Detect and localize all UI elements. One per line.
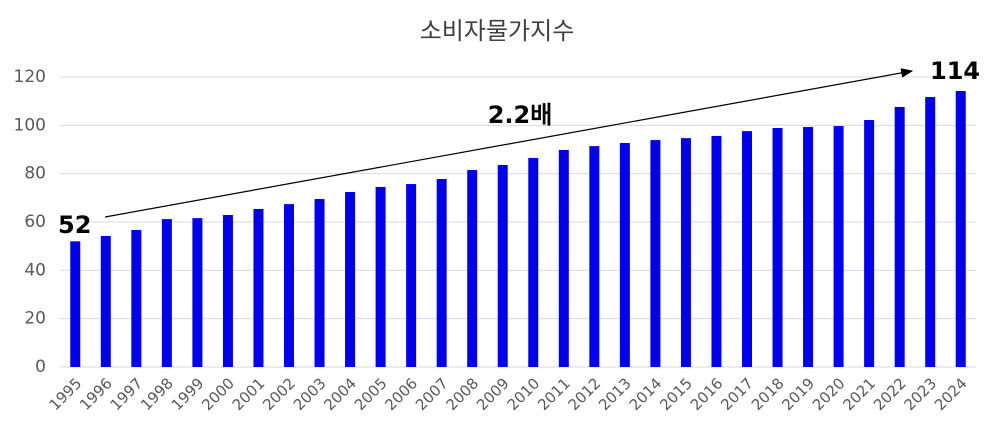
bar <box>161 219 172 367</box>
bar <box>345 192 356 367</box>
x-tick-label: 2022 <box>870 374 910 414</box>
bar <box>955 91 966 368</box>
y-tick-label: 60 <box>24 212 46 232</box>
annotation: 114 <box>930 57 980 85</box>
x-tick-label: 2005 <box>351 374 391 414</box>
annotation: 2.2배 <box>488 101 553 129</box>
x-tick-label: 2003 <box>290 374 330 414</box>
x-tick-label: 2023 <box>900 374 940 414</box>
x-tick-label: 2018 <box>748 374 788 414</box>
x-tick-label: 2010 <box>504 374 544 414</box>
x-tick-label: 2021 <box>839 374 879 414</box>
x-tick-label: 2011 <box>534 374 574 414</box>
bar <box>589 146 600 367</box>
bar <box>772 127 783 367</box>
x-tick-label: 2013 <box>595 374 635 414</box>
x-tick-label: 2020 <box>809 374 849 414</box>
x-tick-label: 2008 <box>442 374 482 414</box>
y-tick-label: 0 <box>35 357 46 377</box>
bar <box>742 131 752 367</box>
y-tick-label: 80 <box>24 164 46 184</box>
bar <box>131 229 142 367</box>
y-tick-label: 120 <box>14 67 46 87</box>
y-tick-label: 20 <box>24 309 46 329</box>
x-tick-label: 2000 <box>198 374 238 414</box>
x-tick-label: 2017 <box>717 374 757 414</box>
bar <box>314 199 325 367</box>
bar <box>467 170 478 367</box>
x-tick-label: 2006 <box>381 374 421 414</box>
x-tick-label: 2012 <box>565 374 605 414</box>
trend-arrow <box>104 68 914 218</box>
x-tick-label: 1999 <box>168 374 208 414</box>
bar <box>70 241 81 367</box>
x-tick-label: 2009 <box>473 374 513 414</box>
bar <box>803 127 814 368</box>
bar <box>833 126 844 367</box>
bar <box>436 178 447 367</box>
bar <box>864 120 875 368</box>
x-tick-label: 1996 <box>76 374 116 414</box>
x-tick-label: 1995 <box>46 374 86 414</box>
bar <box>528 157 539 367</box>
x-tick-label: 1998 <box>137 374 177 414</box>
x-tick-label: 2019 <box>778 374 818 414</box>
chart-title: 소비자물가지수 <box>420 17 575 45</box>
bar <box>192 218 203 367</box>
bar <box>375 186 386 367</box>
x-tick-label: 1997 <box>107 374 147 414</box>
bar <box>100 236 111 367</box>
bar <box>253 208 264 367</box>
y-tick-label: 100 <box>14 115 46 135</box>
x-tick-label: 2015 <box>656 374 696 414</box>
y-tick-label: 40 <box>24 260 46 280</box>
bar <box>711 135 722 367</box>
bar <box>894 106 905 367</box>
x-tick-label: 2001 <box>229 374 269 414</box>
bar <box>650 140 661 367</box>
x-tick-label: 2014 <box>626 374 666 414</box>
bar <box>558 149 569 367</box>
bar <box>680 138 691 367</box>
bar <box>222 214 233 367</box>
bar <box>925 97 936 367</box>
bar <box>619 142 630 367</box>
bar <box>284 204 294 367</box>
x-tick-label: 2002 <box>259 374 299 414</box>
bar <box>406 184 417 367</box>
x-tick-label: 2004 <box>320 374 360 414</box>
bar <box>497 164 508 367</box>
x-tick-label: 2007 <box>412 374 452 414</box>
x-tick-label: 2016 <box>687 374 727 414</box>
annotation: 52 <box>58 211 91 239</box>
x-tick-label: 2024 <box>931 374 971 414</box>
